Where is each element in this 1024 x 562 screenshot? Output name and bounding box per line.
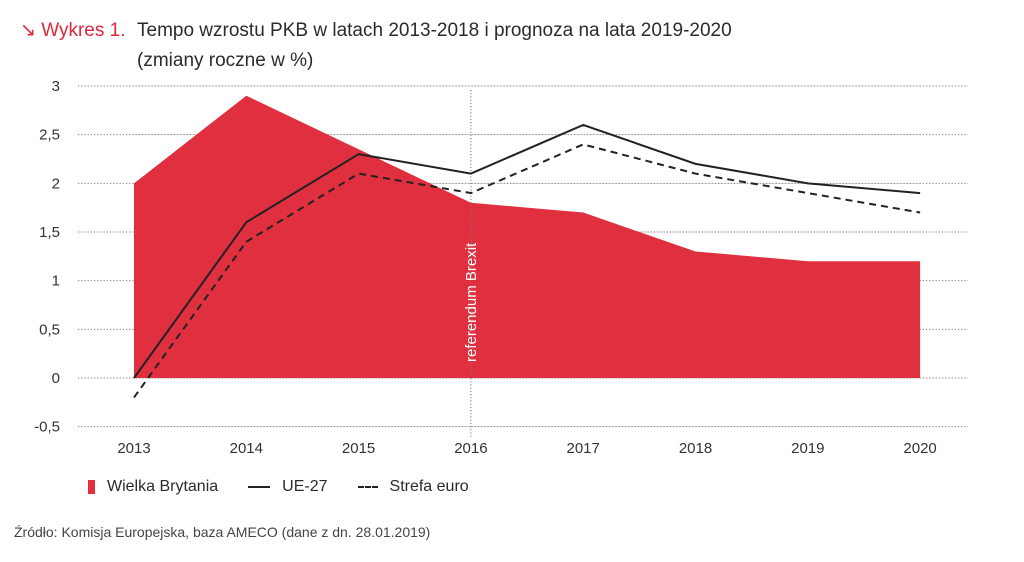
legend-label: UE-27: [282, 478, 328, 495]
legend-label: Wielka Brytania: [107, 478, 219, 495]
uk-area: [134, 95, 921, 378]
uk-area-series: [134, 85, 921, 427]
y-axis-ticks: 3 2,5 2 1,5 1 0,5 0 -0,5: [34, 78, 60, 436]
legend-item-eu27: UE-27: [248, 478, 328, 496]
x-tick-label: 2018: [679, 440, 712, 457]
figure-label: ↘ Wykres 1.: [20, 20, 126, 41]
x-tick-label: 2015: [342, 440, 375, 457]
legend-item-eurozone: Strefa euro: [357, 478, 469, 496]
x-tick-label: 2013: [117, 440, 150, 457]
y-tick-label: 0,5: [39, 321, 60, 338]
x-tick-label: 2017: [567, 440, 600, 457]
y-tick-label: 3: [52, 78, 60, 95]
x-axis-ticks: 2013 2014 2015 2016 2017 2018 2019 2020: [117, 440, 936, 457]
x-tick-label: 2019: [791, 440, 824, 457]
legend-label: Strefa euro: [389, 478, 469, 495]
y-tick-label: -0,5: [34, 419, 60, 436]
line-series: [133, 123, 921, 399]
eurozone-line: [133, 143, 921, 399]
source-note: Źródło: Komisja Europejska, baza AMECO (…: [14, 524, 431, 540]
legend: Wielka Brytania UE-27 Strefa euro: [88, 478, 499, 496]
brexit-annotation: referendum Brexit: [463, 90, 480, 439]
eu27-line: [133, 123, 921, 379]
chart-subtitle: (zmiany roczne w %): [137, 50, 314, 71]
y-tick-label: 1: [52, 273, 60, 290]
y-tick-label: 2,5: [39, 127, 60, 144]
legend-swatch-area: [88, 480, 95, 494]
y-tick-label: 2: [52, 175, 60, 192]
brexit-label: referendum Brexit: [463, 242, 480, 362]
x-tick-label: 2020: [903, 440, 936, 457]
legend-item-uk: Wielka Brytania: [88, 478, 218, 496]
legend-swatch-solid: [248, 486, 271, 488]
chart-title: Tempo wzrostu PKB w latach 2013-2018 i p…: [137, 20, 732, 41]
x-tick-label: 2016: [454, 440, 487, 457]
y-tick-label: 0: [52, 370, 60, 387]
x-tick-label: 2014: [230, 440, 263, 457]
y-tick-label: 1,5: [39, 224, 60, 241]
legend-swatch-dashed: [357, 486, 378, 488]
